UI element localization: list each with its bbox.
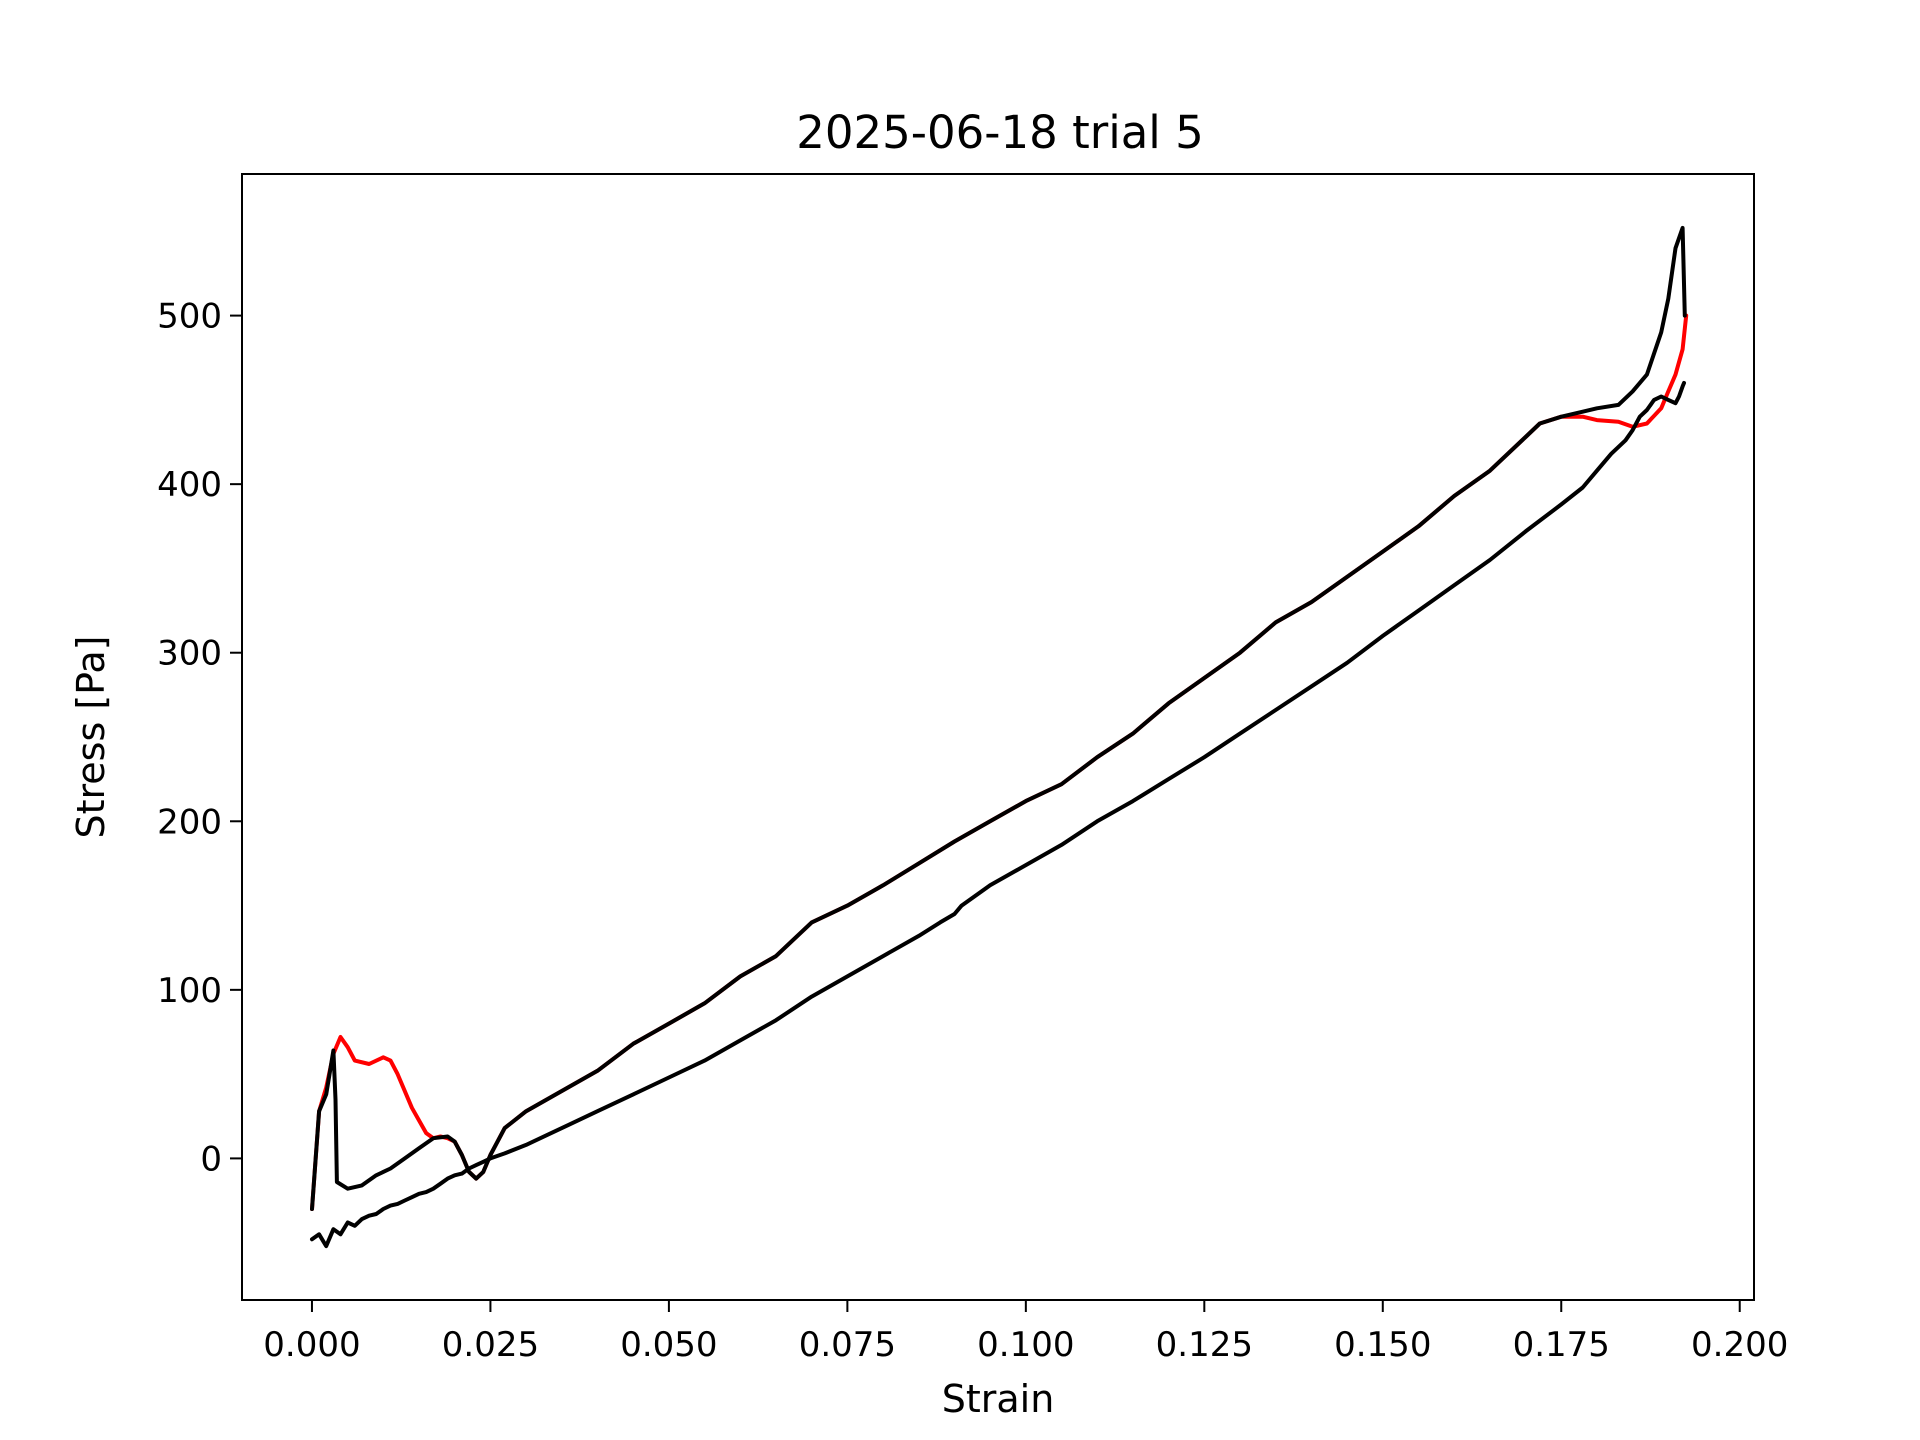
series-line-1	[310, 313, 1689, 1211]
x-tick-label: 0.100	[977, 1325, 1074, 1365]
x-tick-label: 0.000	[263, 1325, 360, 1365]
x-axis-ticks: 0.000 0.025 0.050 0.075 0.100 0.125 0.150 0.175…	[263, 1300, 1788, 1365]
y-tick-label: 100	[157, 971, 222, 1011]
series-line-2	[310, 225, 1687, 1211]
y-axis-label: Stress [Pa]	[69, 635, 113, 838]
y-axis-ticks: 0 100 200 300 400 500	[157, 297, 242, 1179]
x-tick-label: 0.200	[1691, 1325, 1788, 1365]
y-tick-label: 0	[200, 1139, 222, 1179]
series-layer	[310, 225, 1689, 1249]
y-tick-label: 500	[157, 297, 222, 337]
plot-frame	[241, 173, 1755, 1301]
chart-title: 2025-06-18 trial 5	[796, 106, 1203, 159]
x-tick-label: 0.150	[1334, 1325, 1431, 1365]
y-tick-label: 400	[157, 465, 222, 505]
x-tick-label: 0.075	[799, 1325, 896, 1365]
y-tick-label: 200	[157, 802, 222, 842]
x-tick-label: 0.025	[442, 1325, 539, 1365]
y-tick-label: 300	[157, 634, 222, 674]
x-tick-label: 0.125	[1156, 1325, 1253, 1365]
x-tick-label: 0.050	[620, 1325, 717, 1365]
series-line-3	[310, 381, 1686, 1249]
x-tick-label: 0.175	[1513, 1325, 1610, 1365]
x-axis-label: Strain	[942, 1377, 1055, 1421]
